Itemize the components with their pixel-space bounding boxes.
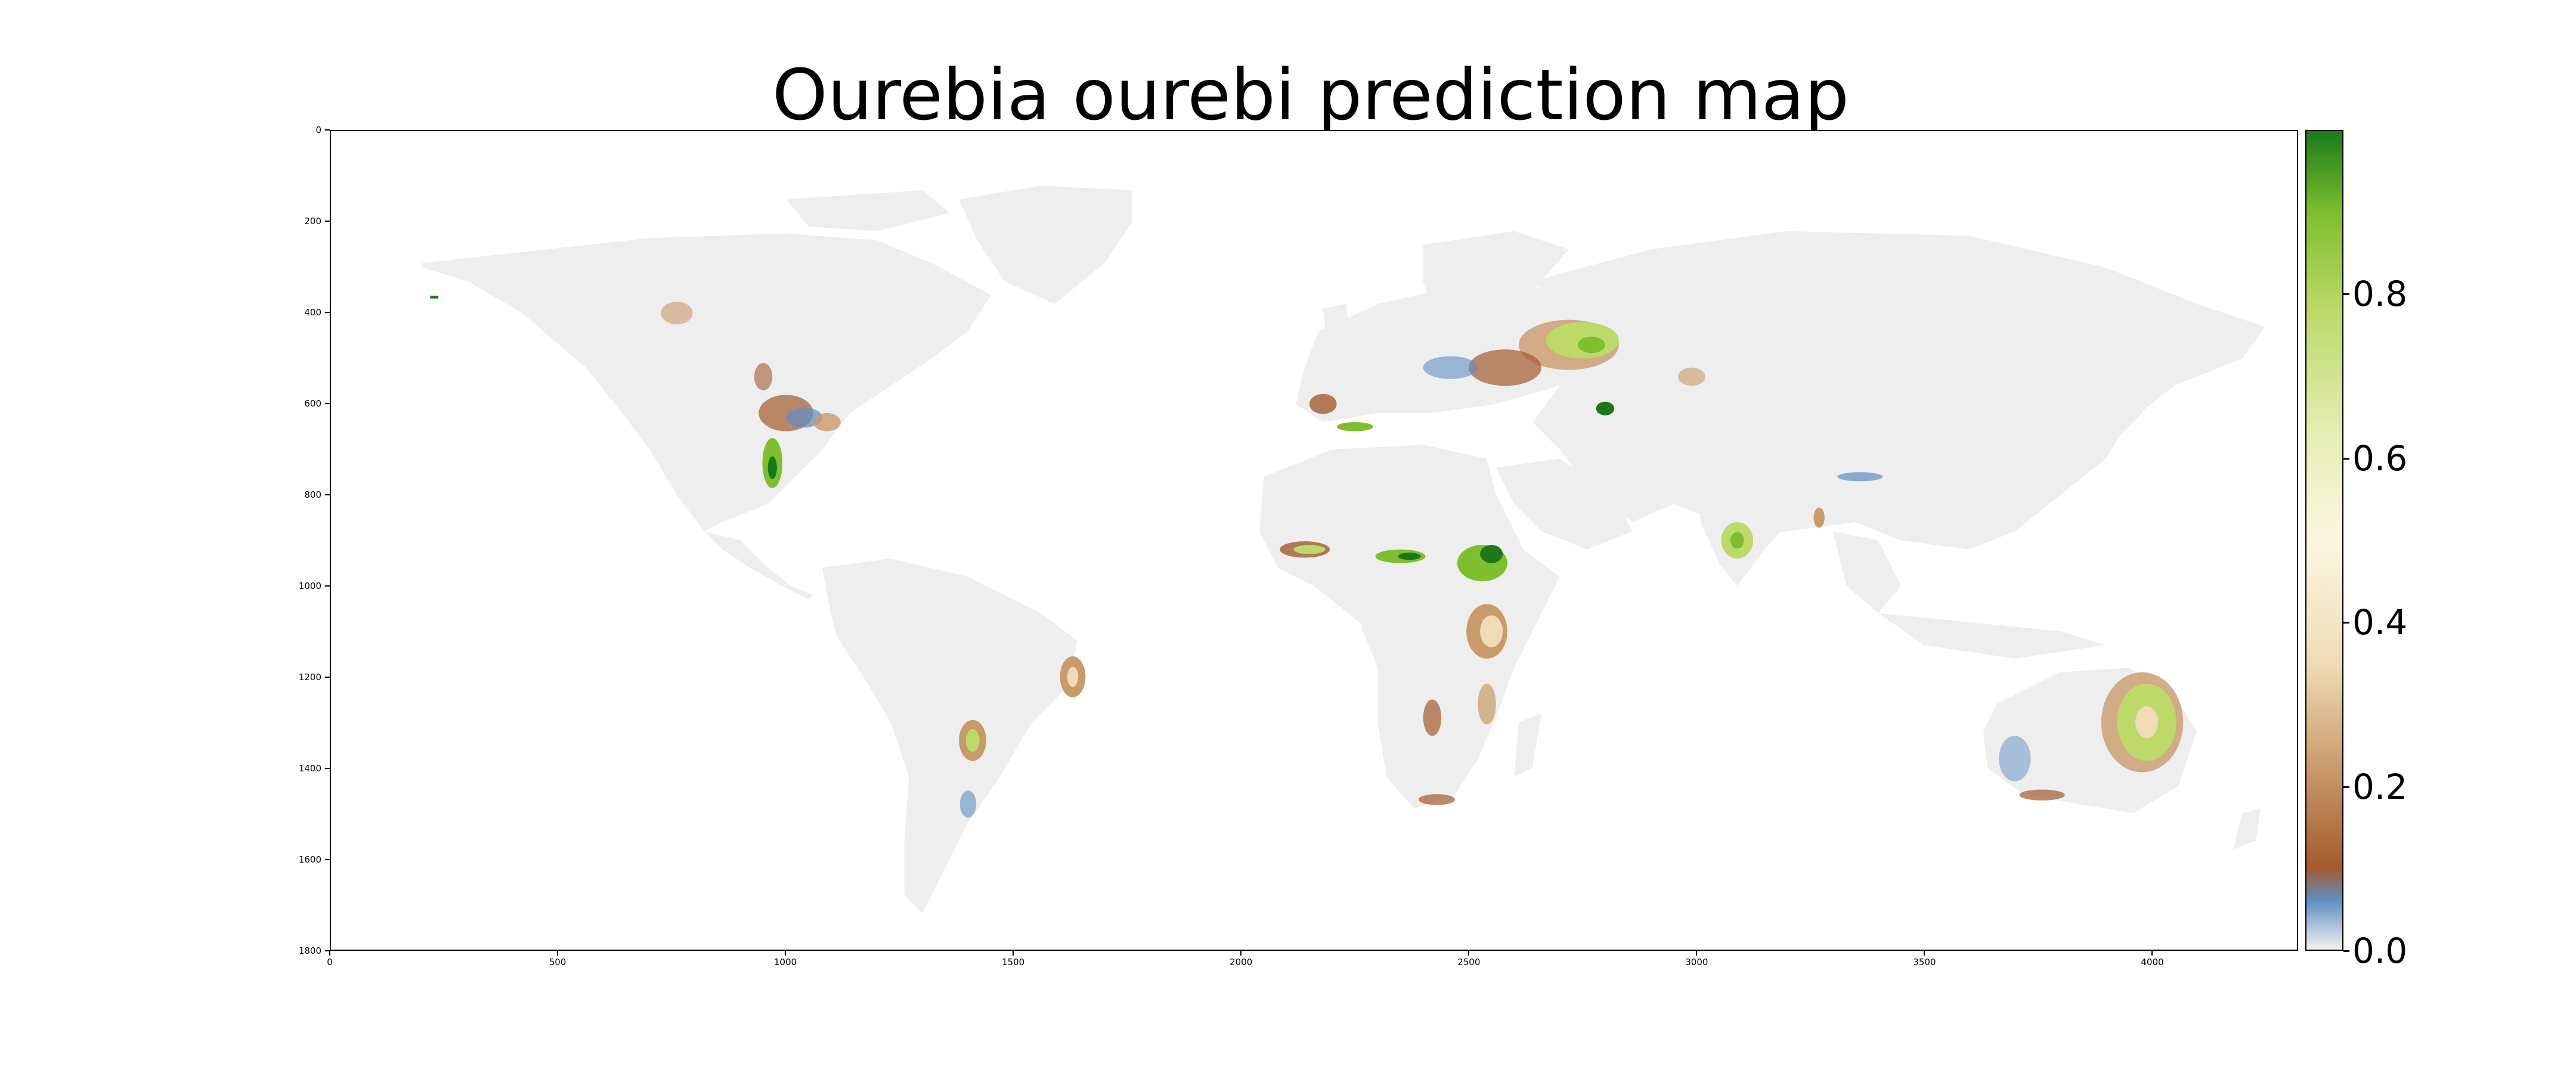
y-tick-mark bbox=[325, 585, 330, 587]
x-tick-mark bbox=[1468, 951, 1470, 956]
y-tick-label: 600 bbox=[304, 398, 321, 409]
x-tick-label: 3500 bbox=[1913, 957, 1936, 967]
x-tick-label: 2000 bbox=[1230, 957, 1253, 967]
y-tick-label: 1200 bbox=[298, 672, 321, 683]
land-arctic-islands bbox=[786, 190, 950, 231]
colorbar-tick-label: 0.6 bbox=[2352, 438, 2408, 479]
map-title: Ourebia ourebi prediction map bbox=[772, 54, 1850, 136]
y-tick-label: 400 bbox=[304, 307, 321, 318]
land-uk bbox=[1323, 303, 1351, 345]
y-tick-mark bbox=[325, 312, 330, 313]
colorbar-tick-label: 0.0 bbox=[2352, 931, 2408, 971]
x-tick-label: 500 bbox=[549, 957, 566, 967]
y-tick-label: 800 bbox=[304, 489, 321, 500]
colorbar-tick-mark bbox=[2343, 786, 2349, 788]
y-tick-label: 1400 bbox=[298, 763, 321, 774]
land-japan bbox=[2106, 367, 2142, 441]
x-tick-label: 0 bbox=[327, 957, 333, 967]
x-tick-label: 2500 bbox=[1457, 957, 1481, 967]
map-plot-area[interactable] bbox=[330, 130, 2298, 951]
y-tick-mark bbox=[325, 403, 330, 404]
x-tick-label: 4000 bbox=[2141, 957, 2164, 967]
colorbar-tick-mark bbox=[2343, 622, 2349, 624]
x-tick-mark bbox=[1013, 951, 1014, 956]
y-tick-mark bbox=[325, 768, 330, 769]
land-southeast-asia bbox=[1832, 531, 1902, 613]
y-tick-label: 200 bbox=[304, 216, 321, 227]
y-tick-mark bbox=[325, 129, 330, 131]
y-tick-mark bbox=[325, 221, 330, 222]
x-tick-mark bbox=[785, 951, 787, 956]
y-tick-mark bbox=[325, 859, 330, 860]
land-scandinavia bbox=[1423, 231, 1569, 322]
x-tick-mark bbox=[1240, 951, 1242, 956]
world-prediction-map bbox=[422, 185, 2265, 913]
colorbar-tick-label: 0.8 bbox=[2352, 274, 2408, 315]
land-indonesia bbox=[1878, 613, 2106, 659]
x-tick-label: 1500 bbox=[1002, 957, 1025, 967]
land-greenland bbox=[959, 185, 1132, 304]
colorbar-tick-mark bbox=[2343, 293, 2349, 296]
x-tick-label: 3000 bbox=[1685, 957, 1708, 967]
land-south-america bbox=[822, 559, 1078, 913]
y-tick-mark bbox=[325, 677, 330, 678]
land-central-america bbox=[704, 531, 813, 600]
y-tick-mark bbox=[325, 494, 330, 495]
colorbar-tick-label: 0.2 bbox=[2352, 766, 2408, 807]
land-north-america bbox=[422, 233, 991, 532]
land-asia bbox=[1532, 231, 2265, 550]
x-tick-label: 1000 bbox=[774, 957, 797, 967]
y-tick-label: 1600 bbox=[298, 854, 321, 865]
colorbar-tick-mark bbox=[2343, 457, 2349, 460]
y-tick-label: 1000 bbox=[298, 581, 321, 591]
land-europe bbox=[1295, 286, 1615, 423]
x-tick-mark bbox=[557, 951, 559, 956]
colorbar-tick-mark bbox=[2343, 950, 2349, 952]
x-tick-mark bbox=[1924, 951, 1925, 956]
y-tick-label: 0 bbox=[315, 125, 321, 135]
land-arabia bbox=[1496, 458, 1633, 550]
land-madagascar bbox=[1514, 713, 1542, 777]
x-tick-mark bbox=[329, 951, 330, 956]
y-tick-mark bbox=[325, 950, 330, 951]
colorbar-tick-label: 0.4 bbox=[2352, 602, 2408, 643]
x-tick-mark bbox=[1696, 951, 1698, 956]
x-tick-mark bbox=[2151, 951, 2153, 956]
land-new-zealand bbox=[2233, 808, 2261, 850]
colorbar bbox=[2305, 130, 2343, 951]
y-tick-label: 1800 bbox=[298, 945, 321, 956]
